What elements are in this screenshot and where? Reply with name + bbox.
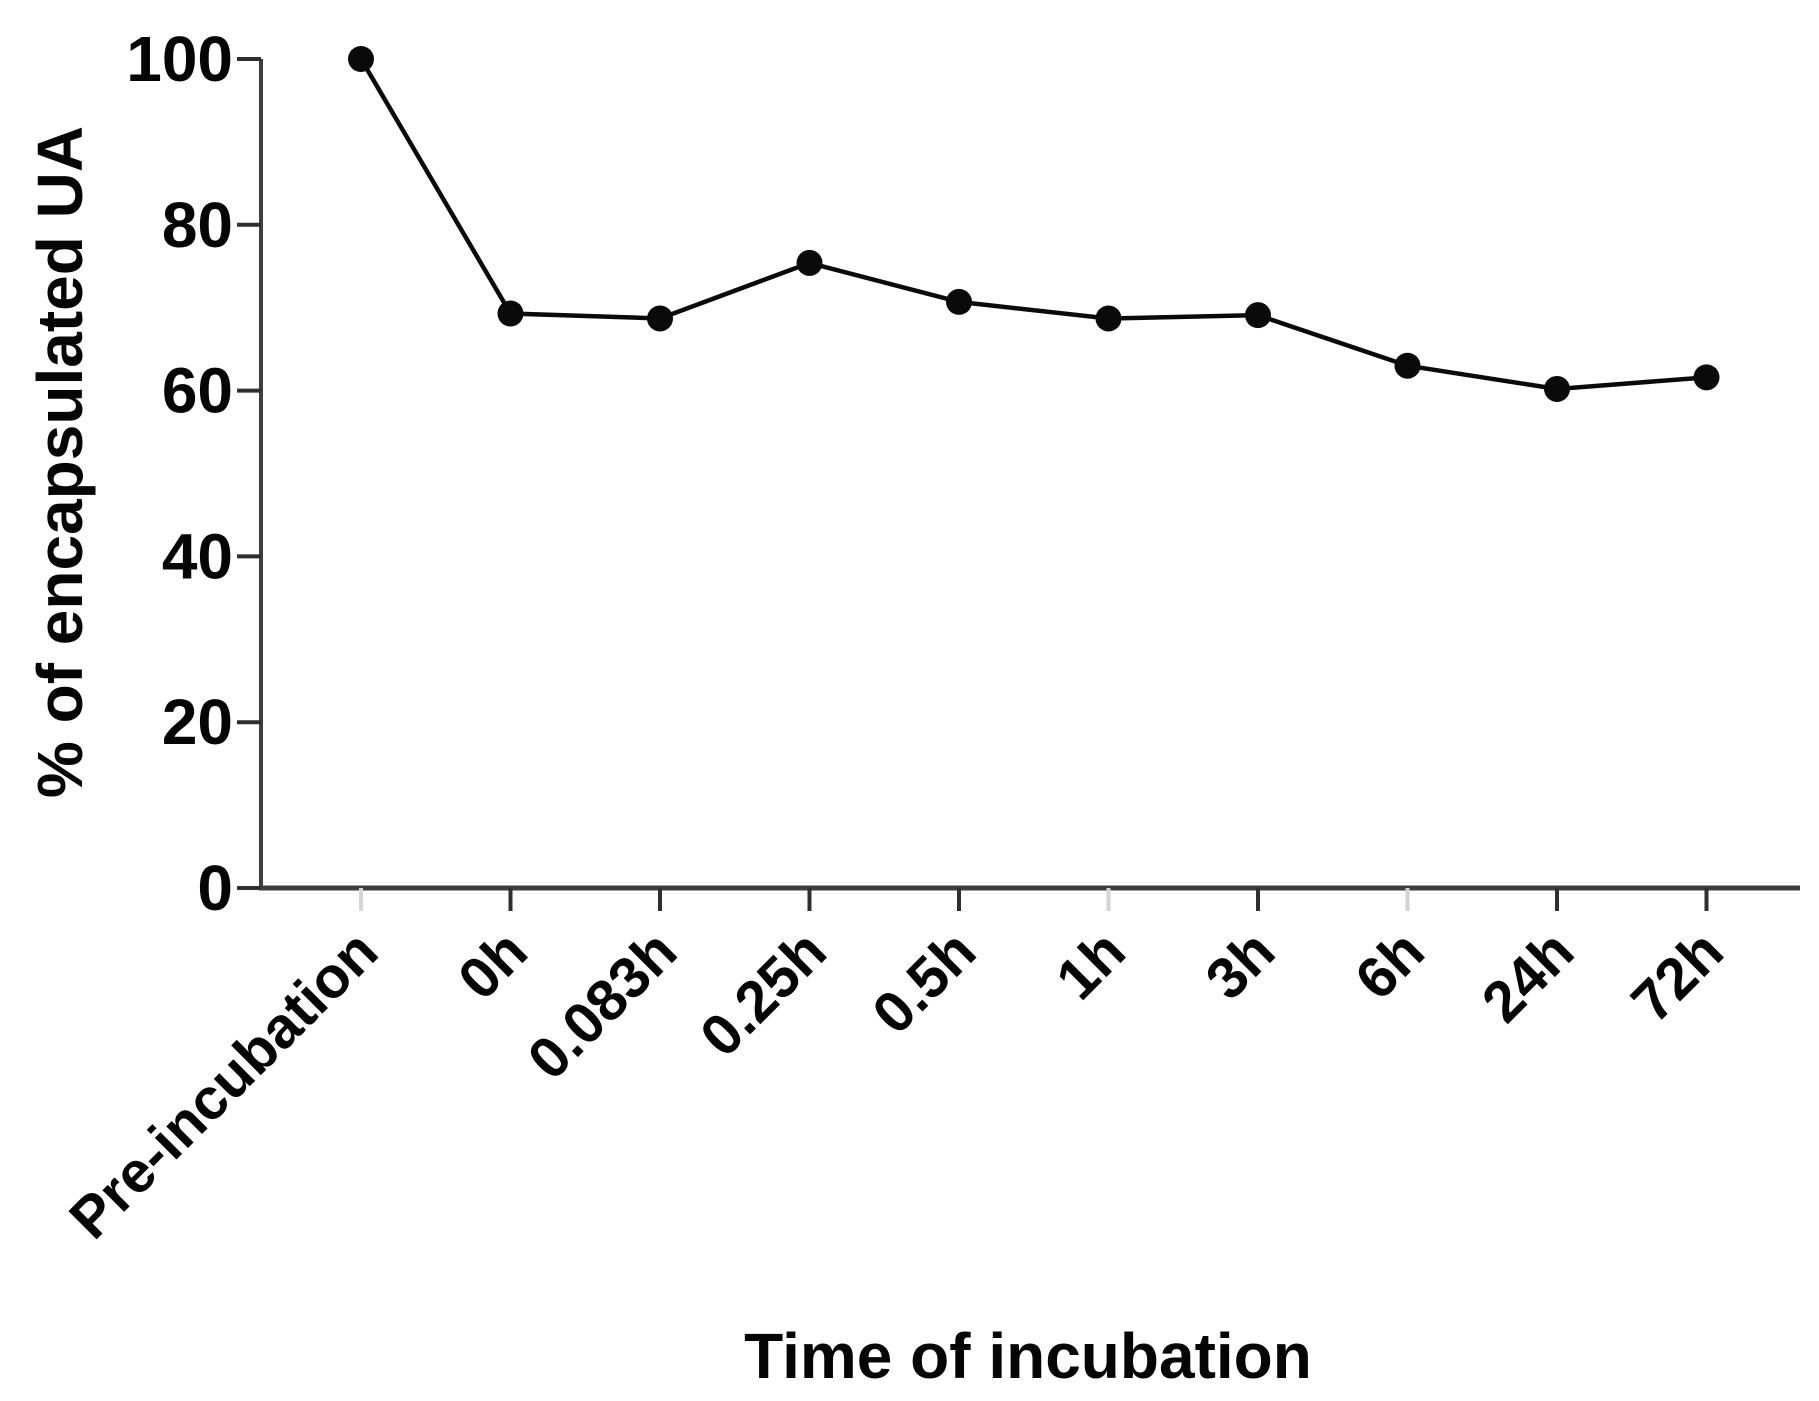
- x-tick-label: 3h: [1193, 918, 1287, 1012]
- x-tick-label: 0.25h: [688, 918, 839, 1069]
- x-tick-label: 6h: [1343, 918, 1437, 1012]
- series-line: [359, 57, 1707, 392]
- data-point: [1394, 352, 1421, 379]
- data-point: [1693, 364, 1720, 391]
- x-tick-label: 1h: [1044, 918, 1138, 1012]
- data-point: [946, 288, 972, 315]
- x-tick-label: 72h: [1619, 918, 1736, 1035]
- data-point: [1095, 305, 1122, 332]
- data-point: [796, 249, 823, 276]
- y-tick-label: 80: [162, 189, 233, 261]
- data-point: [647, 305, 673, 332]
- x-axis-title: Time of incubation: [744, 1320, 1312, 1392]
- x-tick-label: 0.083h: [516, 918, 690, 1092]
- y-tick-label: 60: [162, 355, 233, 427]
- x-tick-label: 0h: [446, 918, 540, 1012]
- y-axis-title: % of encapsulated UA: [24, 126, 96, 798]
- y-tick-label: 0: [197, 852, 233, 924]
- data-point: [1245, 302, 1271, 329]
- y-tick-label: 40: [162, 520, 233, 592]
- y-tick-label: 20: [162, 686, 233, 758]
- data-point: [497, 300, 524, 327]
- x-tick-label: Pre-incubation: [57, 918, 390, 1251]
- data-point: [1544, 375, 1570, 402]
- data-point: [348, 46, 374, 72]
- x-tick-label: 24h: [1470, 918, 1587, 1035]
- y-tick-label: 100: [126, 23, 233, 95]
- x-tick-label: 0.5h: [860, 918, 988, 1046]
